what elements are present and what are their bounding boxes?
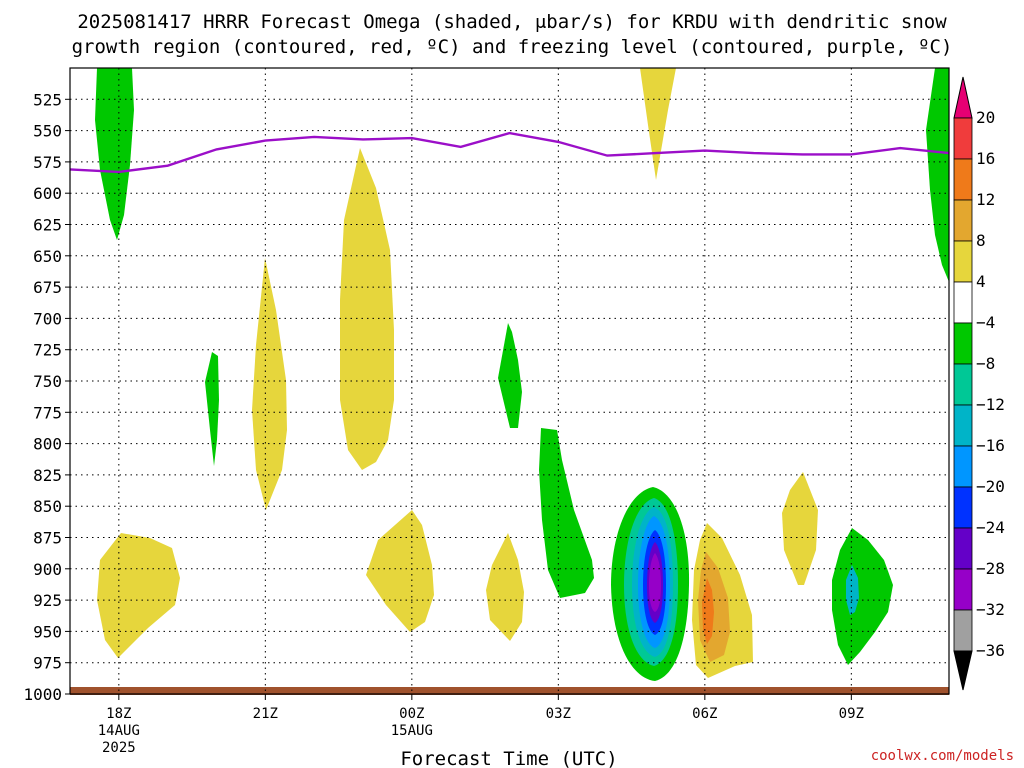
- x-tick-label: 14AUG: [98, 723, 140, 739]
- colorbar-segment: [953, 527, 973, 570]
- y-tick-label: 825: [33, 466, 62, 485]
- x-tick-label: 09Z: [839, 706, 864, 722]
- colorbar-segment: [953, 322, 973, 365]
- colorbar-label: −12: [976, 395, 1005, 414]
- y-tick-label: 875: [33, 529, 62, 548]
- omega-region-green-03z: [539, 428, 594, 598]
- y-tick-label: 950: [33, 622, 62, 641]
- chart-title-line2: growth region (contoured, red, ºC) and f…: [72, 36, 953, 58]
- omega-region-yellow-21z: [252, 258, 287, 510]
- y-tick-label: 750: [33, 372, 62, 391]
- x-axis-title: Forecast Time (UTC): [400, 748, 617, 768]
- y-tick-label: 650: [33, 247, 62, 266]
- colorbar-segment: [953, 445, 973, 488]
- omega-region-green-02z: [498, 323, 522, 428]
- colorbar-label: −28: [976, 559, 1005, 578]
- colorbar-label: −36: [976, 641, 1005, 660]
- freezing-level-series: [69, 131, 950, 174]
- colorbar-segment: [953, 486, 973, 529]
- omega-region-green-20z: [205, 352, 219, 466]
- y-tick-label: 600: [33, 184, 62, 203]
- colorbar-segment: [953, 240, 973, 283]
- x-tick-label: 2025: [102, 740, 136, 756]
- colorbar-label: −20: [976, 477, 1005, 496]
- colorbar-segment: [953, 117, 973, 160]
- omega-region-yellow-05z-top: [640, 68, 676, 180]
- omega-region-darkorange-06z: [702, 578, 714, 644]
- omega-region-omega-core-05z-purple: [649, 553, 661, 612]
- colorbar-label: −16: [976, 436, 1005, 455]
- omega-region-yellow-23z: [340, 148, 394, 470]
- colorbar: 20 16 12 8 4 −4 −8 −12 −16 −20 −24 −28 −32 −36: [953, 76, 1005, 691]
- colorbar-segment: [953, 158, 973, 201]
- x-tick-label: 00Z: [399, 706, 424, 722]
- colorbar-label: 4: [976, 272, 986, 291]
- colorbar-arrow-bottom: [953, 650, 973, 691]
- omega-region-yellow-08z: [782, 472, 818, 585]
- y-tick-label: 775: [33, 403, 62, 422]
- omega-shading: [95, 68, 949, 681]
- colorbar-segment: [953, 281, 973, 324]
- y-tick-label: 725: [33, 341, 62, 360]
- colorbar-segment: [953, 568, 973, 611]
- colorbar-segment: [953, 199, 973, 242]
- chart-title-line1: 2025081417 HRRR Forecast Omega (shaded, …: [77, 11, 947, 33]
- colorbar-arrow-top: [953, 76, 973, 119]
- y-tick-label: 550: [33, 122, 62, 141]
- omega-region-yellow-02z-low: [486, 533, 524, 641]
- x-tick-label: 18Z: [106, 706, 131, 722]
- y-tick-label: 625: [33, 216, 62, 235]
- y-tick-label: 975: [33, 654, 62, 673]
- y-tick-label: 1000: [23, 685, 62, 704]
- y-axis: 525 550 575 600 625 650 675 700 725 750 775 800 825 8…: [23, 90, 70, 704]
- omega-region-yellow-00z-low: [366, 510, 434, 632]
- colorbar-label: −24: [976, 518, 1005, 537]
- omega-region-green-09z: [832, 528, 893, 665]
- credit-text: coolwx.com/models: [871, 748, 1014, 764]
- y-tick-label: 900: [33, 560, 62, 579]
- freezing-level-line: [69, 131, 950, 174]
- grid-lines: [70, 68, 949, 694]
- y-tick-label: 575: [33, 153, 62, 172]
- colorbar-label: −8: [976, 354, 995, 373]
- colorbar-label: 12: [976, 190, 995, 209]
- colorbar-label: 16: [976, 149, 995, 168]
- y-tick-label: 675: [33, 278, 62, 297]
- colorbar-segment: [953, 609, 973, 652]
- terrain-strip: [70, 687, 949, 695]
- x-tick-label: 15AUG: [391, 723, 433, 739]
- x-tick-label: 03Z: [546, 706, 571, 722]
- y-tick-label: 925: [33, 591, 62, 610]
- colorbar-label: 8: [976, 231, 986, 250]
- colorbar-label: −32: [976, 600, 1005, 619]
- colorbar-segment: [953, 363, 973, 406]
- colorbar-label: −4: [976, 313, 995, 332]
- x-tick-label: 06Z: [692, 706, 717, 722]
- plot-frame: [69, 67, 950, 695]
- omega-region-yellow-18z-low: [97, 533, 180, 658]
- colorbar-label: 20: [976, 108, 995, 127]
- y-tick-label: 800: [33, 435, 62, 454]
- omega-region-green-18z: [95, 68, 134, 240]
- y-tick-label: 700: [33, 309, 62, 328]
- x-tick-label: 21Z: [253, 706, 278, 722]
- colorbar-segment: [953, 404, 973, 447]
- omega-region-green-11z: [926, 68, 949, 282]
- omega-region-teal-09z: [846, 565, 859, 615]
- y-tick-label: 850: [33, 497, 62, 516]
- y-tick-label: 525: [33, 90, 62, 109]
